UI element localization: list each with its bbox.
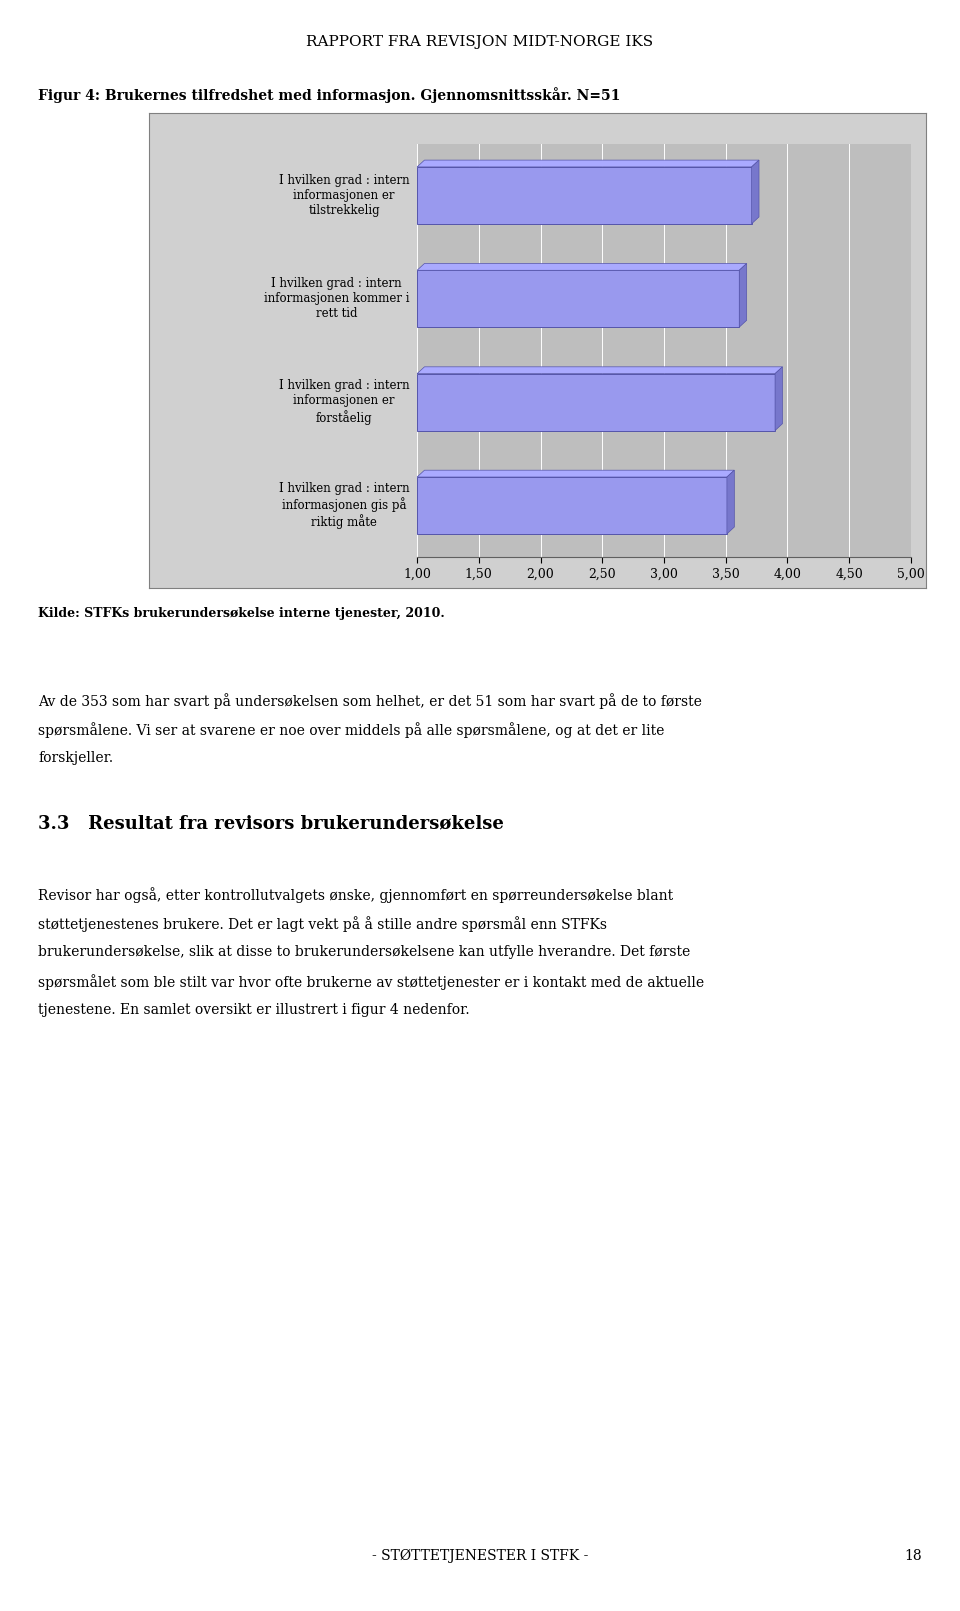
Text: Av de 353 som har svart på undersøkelsen som helhet, er det 51 som har svart på : Av de 353 som har svart på undersøkelsen…	[38, 693, 703, 709]
Bar	[417, 271, 739, 327]
Text: - STØTTETJENESTER I STFK -: - STØTTETJENESTER I STFK -	[372, 1548, 588, 1563]
Text: støttetjenestenes brukere. Det er lagt vekt på å stille andre spørsmål enn STFKs: støttetjenestenes brukere. Det er lagt v…	[38, 917, 608, 931]
Text: RAPPORT FRA REVISJON MIDT-NORGE IKS: RAPPORT FRA REVISJON MIDT-NORGE IKS	[306, 35, 654, 50]
Text: I hvilken grad : intern
informasjonen er
tilstrekkelig: I hvilken grad : intern informasjonen er…	[278, 174, 409, 217]
Polygon shape	[417, 159, 759, 168]
Text: forskjeller.: forskjeller.	[38, 751, 113, 765]
Text: 3.3   Resultat fra revisors brukerundersøkelse: 3.3 Resultat fra revisors brukerundersøk…	[38, 815, 504, 833]
Text: Kilde: STFKs brukerundersøkelse interne tjenester, 2010.: Kilde: STFKs brukerundersøkelse interne …	[38, 607, 445, 620]
Text: Figur 4: Brukernes tilfredshet med informasjon. Gjennomsnittsskår. N=51: Figur 4: Brukernes tilfredshet med infor…	[38, 87, 621, 103]
Bar	[417, 477, 727, 533]
Polygon shape	[417, 470, 734, 477]
Polygon shape	[417, 264, 747, 271]
Bar	[417, 374, 775, 430]
Text: I hvilken grad : intern
informasjonen gis på
riktig måte: I hvilken grad : intern informasjonen gi…	[278, 482, 409, 528]
Polygon shape	[417, 367, 782, 374]
Text: 18: 18	[904, 1548, 922, 1563]
Text: I hvilken grad : intern
informasjonen er
forståelig: I hvilken grad : intern informasjonen er…	[278, 380, 409, 425]
Text: I hvilken grad : intern
informasjonen kommer i
rett tid: I hvilken grad : intern informasjonen ko…	[264, 277, 409, 321]
Text: Revisor har også, etter kontrollutvalgets ønske, gjennomført en spørreundersøkel: Revisor har også, etter kontrollutvalget…	[38, 888, 674, 902]
Text: tjenestene. En samlet oversikt er illustrert i figur 4 nedenfor.: tjenestene. En samlet oversikt er illust…	[38, 1004, 470, 1017]
Polygon shape	[739, 264, 747, 327]
Bar	[417, 168, 752, 224]
Text: spørsmålet som ble stilt var hvor ofte brukerne av støttetjenester er i kontakt : spørsmålet som ble stilt var hvor ofte b…	[38, 975, 705, 989]
Polygon shape	[775, 367, 782, 430]
Polygon shape	[727, 470, 734, 533]
Text: brukerundersøkelse, slik at disse to brukerundersøkelsene kan utfylle hverandre.: brukerundersøkelse, slik at disse to bru…	[38, 946, 690, 959]
Polygon shape	[752, 159, 759, 224]
Text: spørsmålene. Vi ser at svarene er noe over middels på alle spørsmålene, og at de: spørsmålene. Vi ser at svarene er noe ov…	[38, 722, 664, 738]
